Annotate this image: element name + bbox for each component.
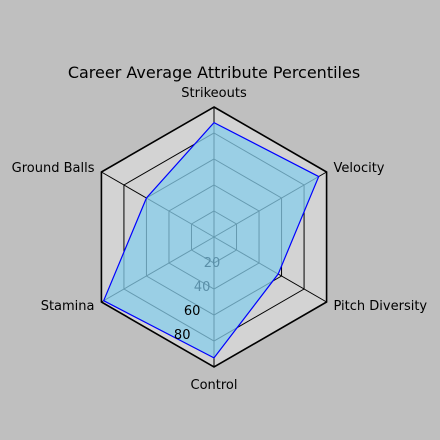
tick-label-60: 60: [184, 304, 201, 319]
tick-label-40: 40: [194, 280, 211, 295]
axis-label-stamina: Stamina: [41, 299, 95, 314]
series-area: [102, 121, 320, 359]
tick-label-20: 20: [204, 256, 221, 271]
tick-label-80: 80: [174, 328, 191, 343]
axis-label-control: Control: [191, 378, 238, 393]
axis-label-velocity: Velocity: [334, 161, 385, 176]
axis-label-pitch-diversity: Pitch Diversity: [334, 299, 428, 314]
chart-title: Career Average Attribute Percentiles: [68, 63, 360, 82]
plot-frame: [100, 106, 328, 368]
axis-label-ground-balls: Ground Balls: [12, 161, 95, 176]
axis-label-strikeouts: Strikeouts: [181, 86, 247, 101]
